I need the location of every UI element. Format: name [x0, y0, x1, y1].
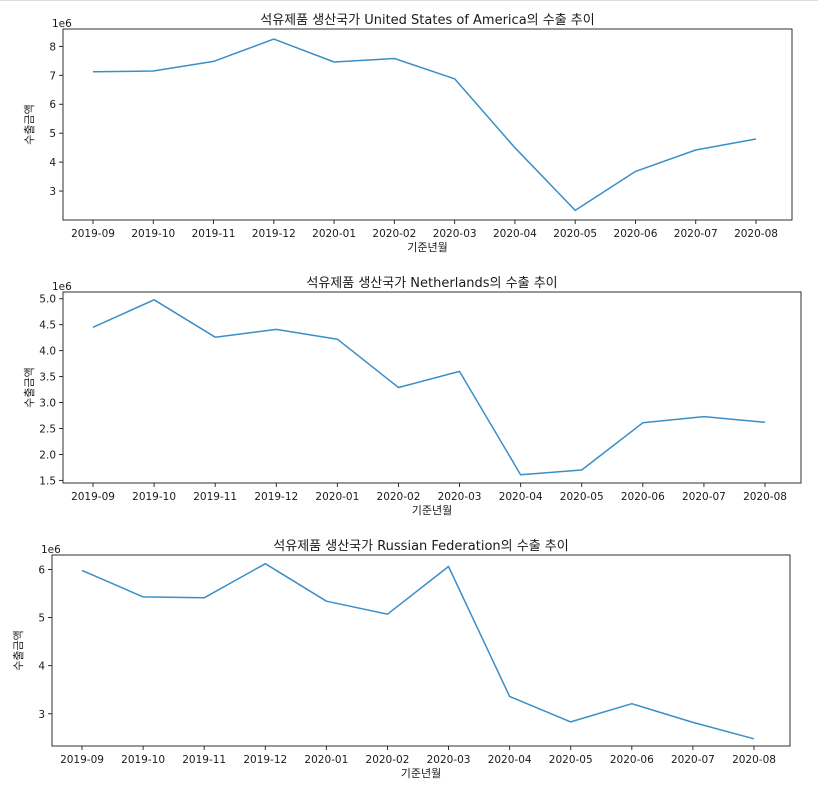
x-tick-label: 2019-12 [243, 754, 287, 766]
y-tick-label: 3.5 [39, 372, 56, 384]
x-tick-label: 2019-09 [71, 228, 115, 240]
x-tick-label: 2020-06 [621, 491, 665, 503]
y-tick-label: 2.5 [39, 424, 56, 436]
y-tick-label: 5 [38, 613, 45, 625]
y-tick-label: 8 [49, 41, 56, 53]
top-divider [0, 0, 818, 1]
y-tick-label: 5 [49, 128, 56, 140]
x-tick-label: 2020-08 [734, 228, 778, 240]
x-tick-label: 2020-07 [682, 491, 726, 503]
y-tick-label: 1.5 [39, 475, 56, 487]
x-tick-label: 2019-12 [252, 228, 296, 240]
x-tick-label: 2020-05 [549, 754, 593, 766]
y-offset-text: 1e6 [41, 544, 61, 556]
x-tick-label: 2020-08 [732, 754, 776, 766]
x-tick-label: 2020-06 [614, 228, 658, 240]
x-tick-label: 2019-11 [193, 491, 237, 503]
x-tick-label: 2019-11 [182, 754, 226, 766]
series-line [92, 38, 757, 212]
x-tick-label: 2020-03 [433, 228, 477, 240]
x-axis-label: 기준년월 [401, 767, 441, 780]
y-tick-label: 6 [49, 99, 56, 111]
x-tick-label: 2019-09 [71, 491, 115, 503]
chart-title: 석유제품 생산국가 Russian Federation의 수출 추이 [273, 539, 568, 554]
y-axis-label: 수출금액 [23, 367, 36, 407]
y-tick-label: 3 [38, 709, 45, 721]
chart-usa: 석유제품 생산국가 United States of America의 수출 추… [23, 13, 793, 254]
x-tick-label: 2020-05 [560, 491, 604, 503]
x-tick-label: 2020-05 [553, 228, 597, 240]
x-tick-label: 2020-07 [674, 228, 718, 240]
y-tick-label: 2.0 [39, 449, 56, 461]
plot-frame [62, 28, 793, 221]
x-tick-label: 2020-01 [315, 491, 359, 503]
x-tick-label: 2020-01 [304, 754, 348, 766]
chart-netherlands: 석유제품 생산국가 Netherlands의 수출 추이 1e6 1.5 2.0 2.5… [23, 276, 802, 517]
x-tick-label: 2020-02 [377, 491, 421, 503]
x-axis-label: 기준년월 [412, 504, 452, 517]
y-axis-label: 수출금액 [12, 630, 25, 670]
chart-russian-federation: 석유제품 생산국가 Russian Federation의 수출 추이 1e6 3 4… [12, 539, 791, 780]
x-tick-label: 2020-03 [438, 491, 482, 503]
x-axis-label: 기준년월 [407, 241, 447, 254]
x-tick-label: 2019-12 [254, 491, 298, 503]
y-tick-label: 7 [49, 70, 56, 82]
x-tick-label: 2020-02 [372, 228, 416, 240]
chart-title: 석유제품 생산국가 United States of America의 수출 추… [260, 13, 594, 28]
y-offset-text: 1e6 [52, 281, 72, 293]
y-tick-label: 6 [38, 564, 45, 576]
x-tick-label: 2019-10 [131, 228, 175, 240]
plot-frame [62, 291, 802, 484]
x-tick-label: 2019-09 [60, 754, 104, 766]
x-tick-label: 2020-01 [312, 228, 356, 240]
x-tick-label: 2019-10 [132, 491, 176, 503]
x-tick-label: 2019-11 [192, 228, 236, 240]
x-tick-label: 2020-04 [493, 228, 537, 240]
y-tick-label: 5.0 [39, 294, 56, 306]
y-tick-label: 3 [49, 186, 56, 198]
plot-frame [51, 554, 791, 747]
y-tick-label: 4.5 [39, 320, 56, 332]
x-tick-label: 2020-07 [671, 754, 715, 766]
x-tick-label: 2020-06 [610, 754, 654, 766]
series-line [81, 562, 755, 740]
y-offset-text: 1e6 [52, 18, 72, 30]
x-tick-label: 2020-08 [743, 491, 787, 503]
y-tick-label: 4 [38, 661, 45, 673]
y-axis-label: 수출금액 [23, 104, 36, 144]
chart-title: 석유제품 생산국가 Netherlands의 수출 추이 [306, 276, 557, 291]
y-tick-label: 4.0 [39, 346, 56, 358]
series-line [92, 299, 766, 476]
x-tick-label: 2020-04 [499, 491, 543, 503]
y-tick-label: 4 [49, 157, 56, 169]
y-tick-label: 3.0 [39, 398, 56, 410]
x-tick-label: 2020-04 [488, 754, 532, 766]
x-tick-label: 2020-03 [427, 754, 471, 766]
x-tick-label: 2020-02 [366, 754, 410, 766]
x-tick-label: 2019-10 [121, 754, 165, 766]
